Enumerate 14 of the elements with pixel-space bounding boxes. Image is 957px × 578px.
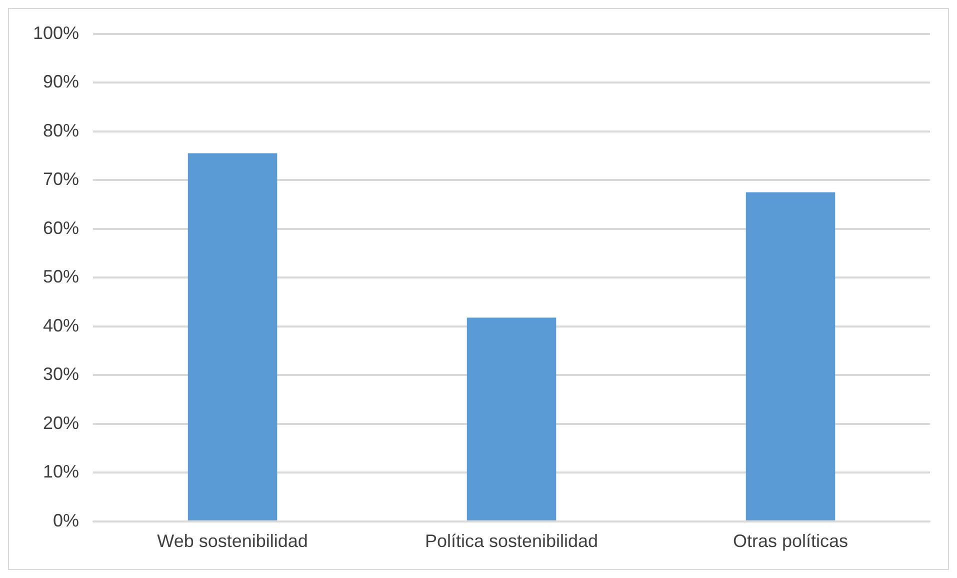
- y-tick-label: 60%: [43, 218, 80, 238]
- x-tick-label: Política sostenibilidad: [424, 531, 598, 552]
- y-tick-label: 100%: [32, 22, 80, 43]
- y-tick-label: 0%: [53, 510, 80, 530]
- y-tick-label: 30%: [43, 364, 80, 384]
- y-tick-label: 40%: [43, 315, 80, 336]
- y-tick-label: 80%: [43, 120, 80, 140]
- y-tick-label: 20%: [43, 412, 80, 433]
- y-tick-label: 70%: [43, 169, 80, 190]
- y-tick-label: 50%: [43, 266, 80, 287]
- y-tick-label: 90%: [43, 72, 80, 92]
- x-tick-label: Otras políticas: [732, 531, 848, 552]
- y-tick-label: 10%: [43, 462, 80, 482]
- x-tick-label: Web sostenibilidad: [157, 531, 308, 552]
